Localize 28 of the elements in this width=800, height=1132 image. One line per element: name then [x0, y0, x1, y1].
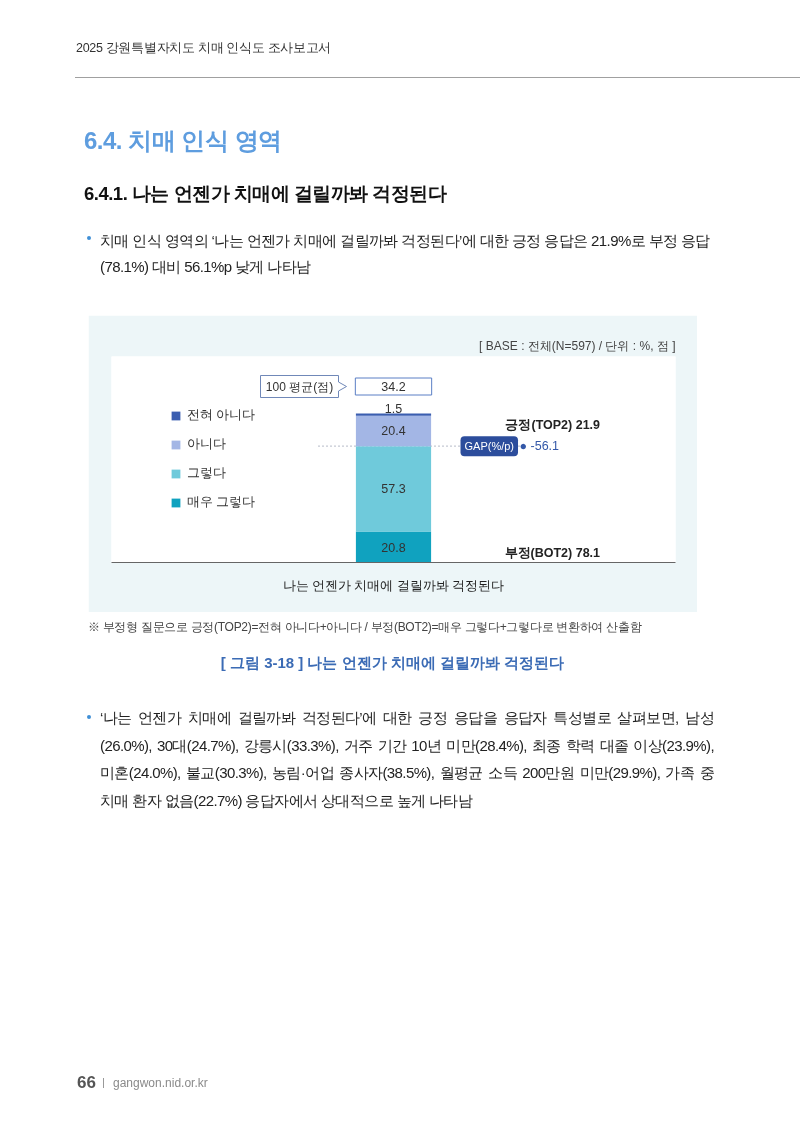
text: 긍정(TOP2) 21.9 — [505, 417, 601, 432]
legend-label: 아니다 — [187, 436, 226, 453]
data-label: 20.8 — [381, 540, 406, 555]
data-label: 57.3 — [381, 482, 406, 497]
text: 부정(BOT2) 78.1 — [504, 545, 601, 560]
bar — [355, 446, 432, 532]
text: 100 평균(점) — [265, 379, 334, 394]
text: 치매 인식 영역의 ‘나는 언젠가 치매에 걸릴까봐 걱정된다’에 대한 긍정 응답은 21.9%로 부정 응답(78.1%) 대비 56.1%p 낮게 나타남 — [100, 231, 711, 277]
x-tick-label: 나는 언젠가 치매에 걸릴까봐 걱정된다 — [282, 578, 505, 593]
ref-line-label: GAP(%/p) — [464, 440, 515, 453]
text: 6.4. 치매 인식 영역 — [84, 126, 282, 156]
legend-label: 그렇다 — [187, 465, 226, 482]
text: 66 — [77, 1072, 96, 1094]
text: ※ 부정형 질문으로 긍정(TOP2)=전혀 아니다+아니다 / 부정(BOT2)=매우 그렇다+그렇다로 변환하여 산출함 — [88, 619, 642, 636]
bar — [355, 415, 432, 447]
text: gangwon.nid.or.kr — [113, 1075, 208, 1092]
legend-label: 전혀 아니다 — [187, 407, 256, 424]
text: 34.2 — [381, 380, 406, 394]
text: 6.4.1. 나는 언젠가 치매에 걸릴까봐 걱정된다 — [84, 182, 447, 206]
text: [ 그림 3-18 ] 나는 언젠가 치매에 걸릴까봐 걱정된다 — [219, 653, 566, 673]
text: [ BASE : 전체(N=597) / 단위 : %, 점 ] — [479, 338, 676, 353]
text: ● -56.1 — [519, 439, 560, 454]
text: ‘나는 언젠가 치매에 걸릴까봐 걱정된다’에 대한 긍정 응답을 응답자 특성별로 살펴보면, 남성(26.0%), 30대(24.7%), 강릉시(33.3%), 거주 기간 10년 미만(28.4%), 최종 학력 대졸 이상(23.9%), 미혼(24.0%), 불교(30.3%), 농림·어업 종사자(38.5%), 월평균 소득 200만원 미만(29.9%), 가족 중 치매 환자 없음(22.7%) 응답자에서 상대적으로 높게 나타남 — [100, 708, 714, 811]
data-label: 1.5 — [384, 401, 403, 416]
text: 2025 강원특별자치도 치매 인식도 조사보고서 — [76, 40, 332, 57]
data-label: 20.4 — [381, 424, 406, 439]
bar — [355, 531, 432, 563]
legend-label: 매우 그렇다 — [187, 494, 256, 511]
